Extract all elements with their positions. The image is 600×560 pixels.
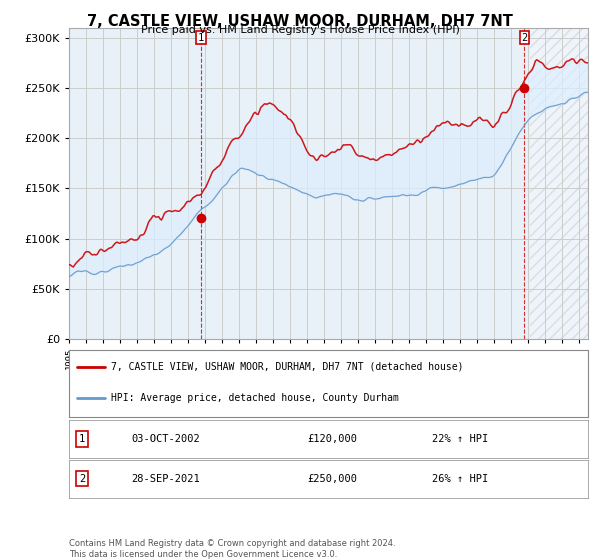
Text: 7, CASTLE VIEW, USHAW MOOR, DURHAM, DH7 7NT: 7, CASTLE VIEW, USHAW MOOR, DURHAM, DH7 …	[87, 14, 513, 29]
Text: 2: 2	[521, 32, 527, 43]
Text: £120,000: £120,000	[308, 434, 358, 444]
Text: Contains HM Land Registry data © Crown copyright and database right 2024.
This d: Contains HM Land Registry data © Crown c…	[69, 539, 395, 559]
Text: 7, CASTLE VIEW, USHAW MOOR, DURHAM, DH7 7NT (detached house): 7, CASTLE VIEW, USHAW MOOR, DURHAM, DH7 …	[110, 362, 463, 372]
Text: 26% ↑ HPI: 26% ↑ HPI	[432, 474, 488, 484]
Text: 2: 2	[79, 474, 85, 484]
Text: 03-OCT-2002: 03-OCT-2002	[131, 434, 200, 444]
Text: 28-SEP-2021: 28-SEP-2021	[131, 474, 200, 484]
Text: 1: 1	[79, 434, 85, 444]
Text: £250,000: £250,000	[308, 474, 358, 484]
Text: 1: 1	[198, 32, 204, 43]
Text: 22% ↑ HPI: 22% ↑ HPI	[432, 434, 488, 444]
Text: HPI: Average price, detached house, County Durham: HPI: Average price, detached house, Coun…	[110, 393, 398, 403]
Text: Price paid vs. HM Land Registry's House Price Index (HPI): Price paid vs. HM Land Registry's House …	[140, 25, 460, 35]
